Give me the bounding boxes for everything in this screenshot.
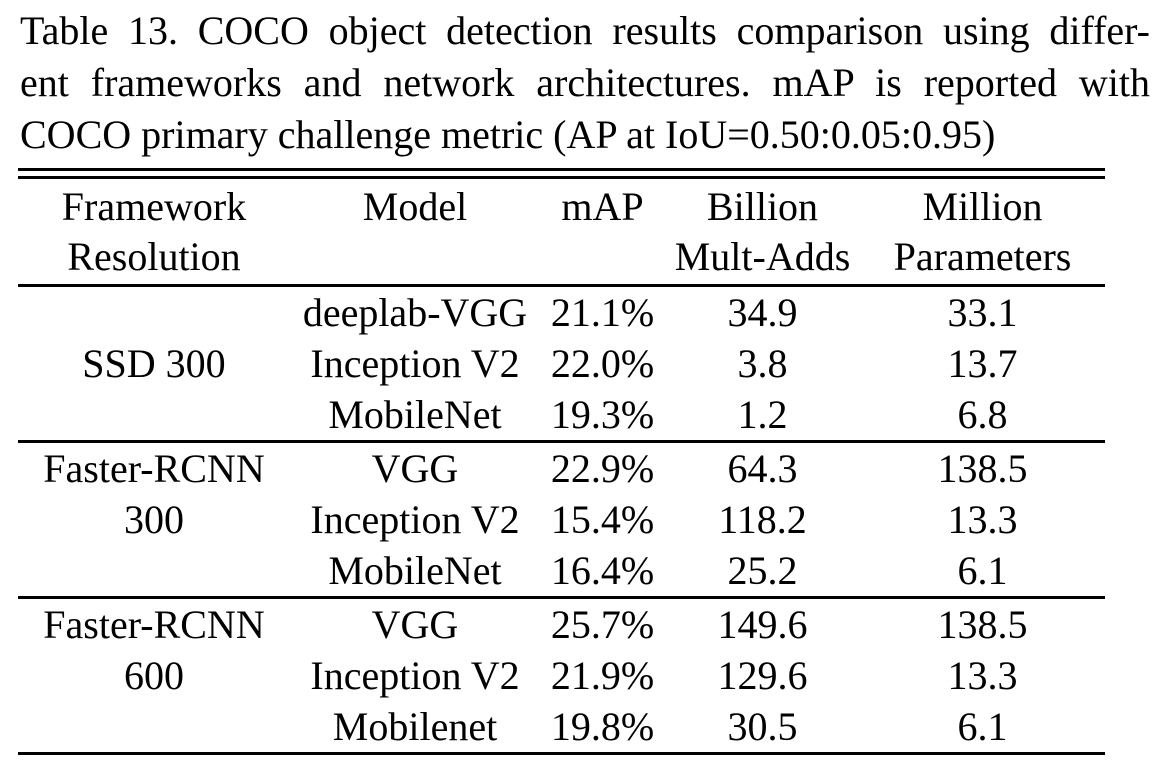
header-mult-adds-label: Mult-Adds bbox=[674, 234, 851, 279]
header-parameters-label: Parameters bbox=[893, 234, 1072, 279]
framework-cell: SSD 300 bbox=[18, 286, 290, 442]
table-caption: Table 13. COCO object detection results … bbox=[20, 5, 1150, 161]
model-cell: deeplab-VGG bbox=[302, 290, 528, 335]
model-cell: Mobilenet bbox=[332, 704, 498, 749]
mult-adds-cell: 64.3 bbox=[727, 446, 798, 491]
map-cell: 22.9% bbox=[550, 446, 655, 491]
header-million-parameters: Million Parameters bbox=[860, 180, 1105, 286]
model-cell: Inception V2 bbox=[310, 497, 520, 542]
params-cell: 138.5 bbox=[937, 446, 1028, 491]
params-cell: 13.7 bbox=[947, 341, 1018, 386]
mult-adds-cell: 25.2 bbox=[727, 548, 798, 593]
table-row: Faster-RCNN 300 VGG 22.9% 64.3 138.5 bbox=[18, 442, 1105, 542]
table-row: Faster-RCNN 600 VGG 25.7% 149.6 138.5 bbox=[18, 598, 1105, 698]
table-row: Inception V2 15.4% 118.2 13.3 bbox=[18, 494, 1105, 545]
header-framework-resolution: Framework Resolution bbox=[18, 180, 290, 286]
model-cell: VGG bbox=[371, 602, 459, 647]
map-cell: 21.1% bbox=[550, 290, 655, 335]
mult-adds-cell: 129.6 bbox=[717, 653, 808, 698]
map-cell: 19.8% bbox=[550, 704, 655, 749]
params-cell: 6.1 bbox=[957, 548, 1008, 593]
framework-label: Faster-RCNN bbox=[43, 602, 265, 647]
mult-adds-cell: 30.5 bbox=[727, 704, 798, 749]
map-cell: 19.3% bbox=[550, 392, 655, 437]
map-cell: 21.9% bbox=[550, 653, 655, 698]
header-resolution-label: Resolution bbox=[67, 234, 241, 279]
framework-cell: Faster-RCNN 300 bbox=[18, 442, 290, 598]
model-cell: Inception V2 bbox=[310, 653, 520, 698]
mult-adds-cell: 34.9 bbox=[727, 290, 798, 335]
table-row: Mobilenet 19.8% 30.5 6.1 bbox=[18, 701, 1105, 754]
group-faster-rcnn-600: Faster-RCNN 600 VGG 25.7% 149.6 138.5 In… bbox=[18, 598, 1105, 754]
framework-cell: Faster-RCNN 600 bbox=[18, 598, 290, 754]
caption-line-2: ent frameworks and network architectures… bbox=[20, 60, 1150, 105]
header-billion-mult-adds: Billion Mult-Adds bbox=[665, 180, 860, 286]
model-cell: Inception V2 bbox=[310, 341, 520, 386]
params-cell: 6.1 bbox=[957, 704, 1008, 749]
table-row: SSD 300 deeplab-VGG 21.1% 34.9 33.1 bbox=[18, 286, 1105, 386]
header-map-label: mAP bbox=[561, 184, 644, 229]
model-cell: MobileNet bbox=[328, 548, 502, 593]
group-faster-rcnn-300: Faster-RCNN 300 VGG 22.9% 64.3 138.5 Inc… bbox=[18, 442, 1105, 598]
caption-line-3: COCO primary challenge metric (AP at IoU… bbox=[20, 112, 996, 157]
header-row: Framework Resolution Model mAP Billion M… bbox=[18, 180, 1105, 286]
header-model: Model bbox=[290, 180, 540, 286]
mult-adds-cell: 3.8 bbox=[737, 341, 788, 386]
table-area: Framework Resolution Model mAP Billion M… bbox=[18, 168, 1105, 755]
mult-adds-cell: 118.2 bbox=[718, 497, 807, 542]
header-million-label: Million bbox=[922, 184, 1043, 229]
map-cell: 15.4% bbox=[550, 497, 655, 542]
caption-line-1: Table 13. COCO object detection results … bbox=[20, 8, 1150, 53]
params-cell: 6.8 bbox=[957, 392, 1008, 437]
mult-adds-cell: 149.6 bbox=[717, 602, 808, 647]
model-cell: VGG bbox=[371, 446, 459, 491]
framework-label: Faster-RCNN bbox=[43, 446, 265, 491]
params-cell: 138.5 bbox=[937, 602, 1028, 647]
table-row: MobileNet 16.4% 25.2 6.1 bbox=[18, 545, 1105, 598]
table-row: Inception V2 22.0% 3.8 13.7 bbox=[18, 338, 1105, 389]
table-header: Framework Resolution Model mAP Billion M… bbox=[18, 180, 1105, 286]
params-cell: 13.3 bbox=[947, 653, 1018, 698]
results-table: Framework Resolution Model mAP Billion M… bbox=[18, 180, 1105, 755]
paper-table-figure: Table 13. COCO object detection results … bbox=[0, 5, 1164, 780]
framework-resolution-label: 600 bbox=[124, 653, 184, 698]
header-billion-label: Billion bbox=[706, 184, 819, 229]
model-cell: MobileNet bbox=[328, 392, 502, 437]
header-map: mAP bbox=[540, 180, 665, 286]
header-framework-label: Framework bbox=[61, 184, 247, 229]
table-row: Inception V2 21.9% 129.6 13.3 bbox=[18, 650, 1105, 701]
framework-resolution-label: 300 bbox=[124, 497, 184, 542]
map-cell: 22.0% bbox=[550, 341, 655, 386]
params-cell: 13.3 bbox=[947, 497, 1018, 542]
map-cell: 25.7% bbox=[550, 602, 655, 647]
header-model-label: Model bbox=[362, 184, 468, 229]
table-top-double-rule bbox=[18, 168, 1105, 179]
mult-adds-cell: 1.2 bbox=[737, 392, 788, 437]
map-cell: 16.4% bbox=[550, 548, 655, 593]
table-row: MobileNet 19.3% 1.2 6.8 bbox=[18, 389, 1105, 442]
params-cell: 33.1 bbox=[947, 290, 1018, 335]
group-ssd-300: SSD 300 deeplab-VGG 21.1% 34.9 33.1 Ince… bbox=[18, 286, 1105, 442]
framework-label: SSD 300 bbox=[82, 341, 226, 386]
